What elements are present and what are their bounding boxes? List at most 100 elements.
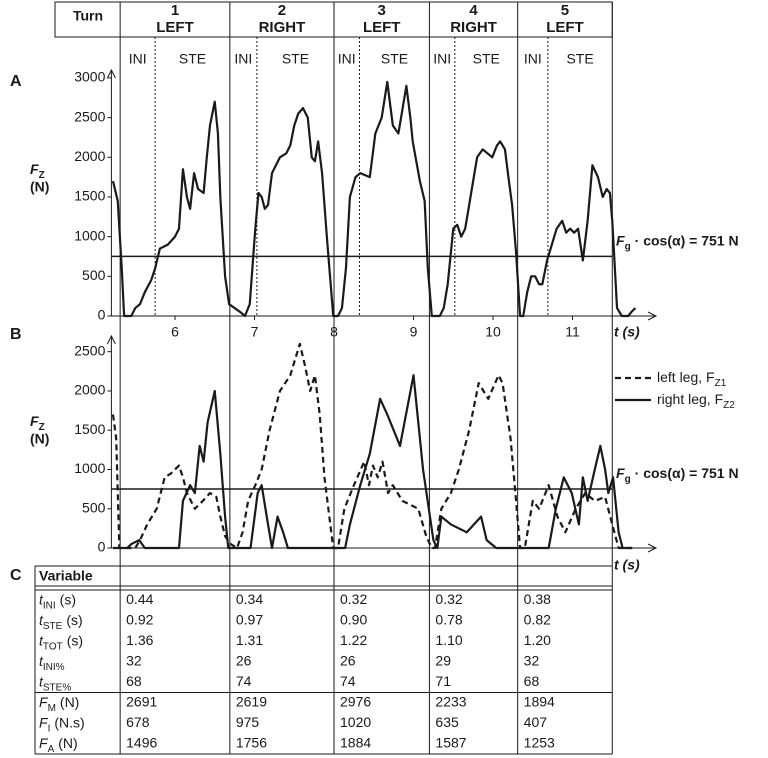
table-cell: 0.82 [524, 611, 551, 627]
subscript: STE% [43, 682, 71, 693]
phase-label: INI [338, 51, 356, 67]
text: · cos(α) = 751 N [635, 232, 739, 248]
x-tick-label: 9 [410, 324, 418, 340]
phase-label: STE [381, 51, 408, 67]
symbol: F [30, 413, 39, 429]
y-tick-label: 1500 [74, 188, 105, 204]
table-cell: 32 [524, 652, 540, 668]
turn-side: LEFT [363, 19, 401, 36]
y-tick-label: 3000 [74, 69, 105, 85]
table-cell: 71 [435, 673, 451, 689]
x-tick-label: 6 [171, 324, 179, 340]
row-label: tINI% [39, 652, 65, 672]
symbol: t [39, 673, 44, 689]
table-cell: 0.32 [340, 591, 367, 607]
unit: (s) [66, 611, 82, 627]
subscript: TOT [43, 641, 63, 652]
phase-label: INI [234, 51, 252, 67]
y-tick-label: 1500 [74, 421, 105, 437]
table-cell: 2619 [236, 693, 267, 709]
row-label: FI (N.s) [39, 714, 85, 734]
y-axis-label: FZ [30, 413, 45, 433]
symbol: F [616, 465, 625, 481]
y-tick-label: 1000 [74, 460, 105, 476]
reference-label: Fg · cos(α) = 751 N [616, 465, 739, 485]
y-tick-label: 1000 [74, 227, 105, 243]
table-cell: 68 [524, 673, 540, 689]
phase-label: INI [129, 51, 147, 67]
table-cell: 1.10 [435, 632, 462, 648]
subscript: Z [39, 422, 45, 433]
table-cell: 1587 [435, 734, 466, 750]
symbol: F [39, 714, 49, 730]
subscript: g [625, 242, 631, 253]
y-axis-label: FZ [30, 161, 45, 181]
x-axis-arrow [647, 311, 658, 321]
series-line [111, 80, 637, 318]
turn-side: RIGHT [450, 19, 497, 36]
phase-label: STE [566, 51, 593, 67]
symbol: t [39, 652, 44, 668]
table-cell: 0.32 [435, 591, 462, 607]
legend-label: right leg, FZ2 [657, 391, 735, 411]
panel-label: C [10, 567, 22, 584]
phase-label: STE [473, 51, 500, 67]
table-cell: 1496 [126, 734, 157, 750]
table-cell: 0.34 [236, 591, 263, 607]
table-cell: 1.36 [126, 632, 153, 648]
symbol: t [39, 632, 44, 648]
legend-subscript: Z2 [723, 400, 735, 411]
subscript: A [48, 744, 55, 755]
y-tick-label: 500 [82, 499, 106, 515]
turn-number: 2 [278, 2, 286, 19]
subscript: STE [43, 621, 63, 632]
symbol: F [616, 232, 625, 248]
table-cell: 0.90 [340, 611, 367, 627]
legend-name: right leg, F [657, 391, 723, 407]
x-tick-label: 11 [565, 324, 580, 340]
turn-number: 1 [171, 2, 179, 19]
table-cell: 2233 [435, 693, 466, 709]
y-tick-label: 0 [98, 307, 106, 323]
header-label: Turn [73, 8, 103, 24]
symbol: t [39, 591, 44, 607]
turn-side: RIGHT [259, 19, 306, 36]
table-cell: 1.22 [340, 632, 367, 648]
subscript: g [625, 474, 631, 485]
unit: (N) [58, 734, 77, 750]
legend-label: left leg, FZ1 [657, 369, 727, 389]
table-cell: 32 [126, 652, 142, 668]
y-axis-unit: (N) [30, 431, 49, 447]
table-cell: 1.31 [236, 632, 263, 648]
legend-name: left leg, F [657, 369, 715, 385]
table-cell: 1756 [236, 734, 267, 750]
table-cell: 635 [435, 714, 459, 730]
table-cell: 26 [340, 652, 356, 668]
series-line [112, 374, 633, 550]
phase-label: STE [179, 51, 206, 67]
y-tick-label: 2500 [74, 108, 105, 124]
table-cell: 1.20 [524, 632, 551, 648]
row-label: tINI (s) [39, 591, 76, 611]
table-cell: 0.78 [435, 611, 462, 627]
table-cell: 0.38 [524, 591, 551, 607]
subscript: INI% [43, 662, 65, 673]
table-cell: 74 [236, 673, 252, 689]
symbol: F [30, 161, 39, 177]
turn-side: LEFT [156, 19, 194, 36]
legend-subscript: Z1 [715, 378, 727, 389]
unit: (N.s) [54, 714, 84, 730]
series-line [111, 342, 633, 550]
turn-side: LEFT [546, 19, 584, 36]
table-cell: 975 [236, 714, 260, 730]
table-cell: 1884 [340, 734, 371, 750]
y-tick-label: 500 [82, 267, 106, 283]
unit: (N) [60, 693, 79, 709]
x-tick-label: 8 [330, 324, 338, 340]
row-label: tSTE% [39, 673, 71, 693]
symbol: F [39, 693, 49, 709]
unit: (s) [60, 591, 76, 607]
symbol: F [39, 734, 49, 750]
panel-label: A [10, 73, 22, 90]
y-tick-label: 2500 [74, 342, 105, 358]
